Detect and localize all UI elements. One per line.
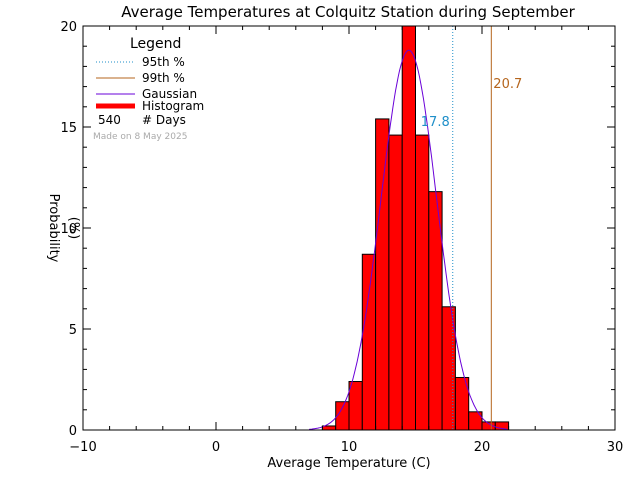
y-tick-label: 10 — [60, 222, 77, 237]
x-axis-label: Average Temperature (C) — [267, 456, 430, 471]
y-tick-label: 0 — [69, 424, 77, 439]
x-tick-label: −10 — [69, 440, 96, 455]
percentile-label: 17.8 — [421, 115, 450, 130]
y-tick-label: 15 — [60, 121, 77, 136]
made-on-note: Made on 8 May 2025 — [93, 132, 187, 142]
x-axis: −10 0 10 20 30 — [69, 26, 623, 455]
gaussian-curve — [309, 49, 508, 430]
x-tick-label: 30 — [607, 440, 624, 455]
histogram-bar — [401, 25, 417, 431]
legend-95th-label: 95th % — [142, 55, 185, 69]
legend-gaussian-label: Gaussian — [142, 87, 197, 101]
x-tick-label: 10 — [341, 440, 358, 455]
y-axis-unit: (%) — [66, 217, 81, 240]
histogram-bar — [415, 134, 430, 431]
y-tick-label: 20 — [60, 20, 77, 35]
y-axis: 0 5 10 15 20 — [60, 20, 615, 439]
histogram-bar — [348, 381, 363, 431]
percentile-label: 20.7 — [493, 77, 522, 92]
x-tick-label: 0 — [212, 440, 220, 455]
y-axis-label: Probability — [46, 194, 61, 263]
histogram-bars — [321, 25, 510, 431]
x-tick-label: 20 — [474, 440, 491, 455]
legend-title: Legend — [130, 36, 181, 52]
legend-days-count: 540 — [98, 113, 121, 127]
legend-days-label: # Days — [142, 113, 186, 127]
histogram-bar — [375, 118, 390, 431]
percentile-lines: 17.8 20.7 — [421, 26, 522, 430]
chart-title: Average Temperatures at Colquitz Station… — [121, 3, 575, 21]
legend-histogram-label: Histogram — [142, 99, 204, 113]
gaussian-curve-group — [309, 49, 508, 430]
y-tick-label: 5 — [69, 323, 77, 338]
legend-99th-label: 99th % — [142, 71, 185, 85]
histogram-bar — [361, 253, 377, 431]
legend: Legend 95th % 99th % Gaussian Histogram … — [93, 36, 204, 142]
histogram-bar — [388, 134, 403, 431]
